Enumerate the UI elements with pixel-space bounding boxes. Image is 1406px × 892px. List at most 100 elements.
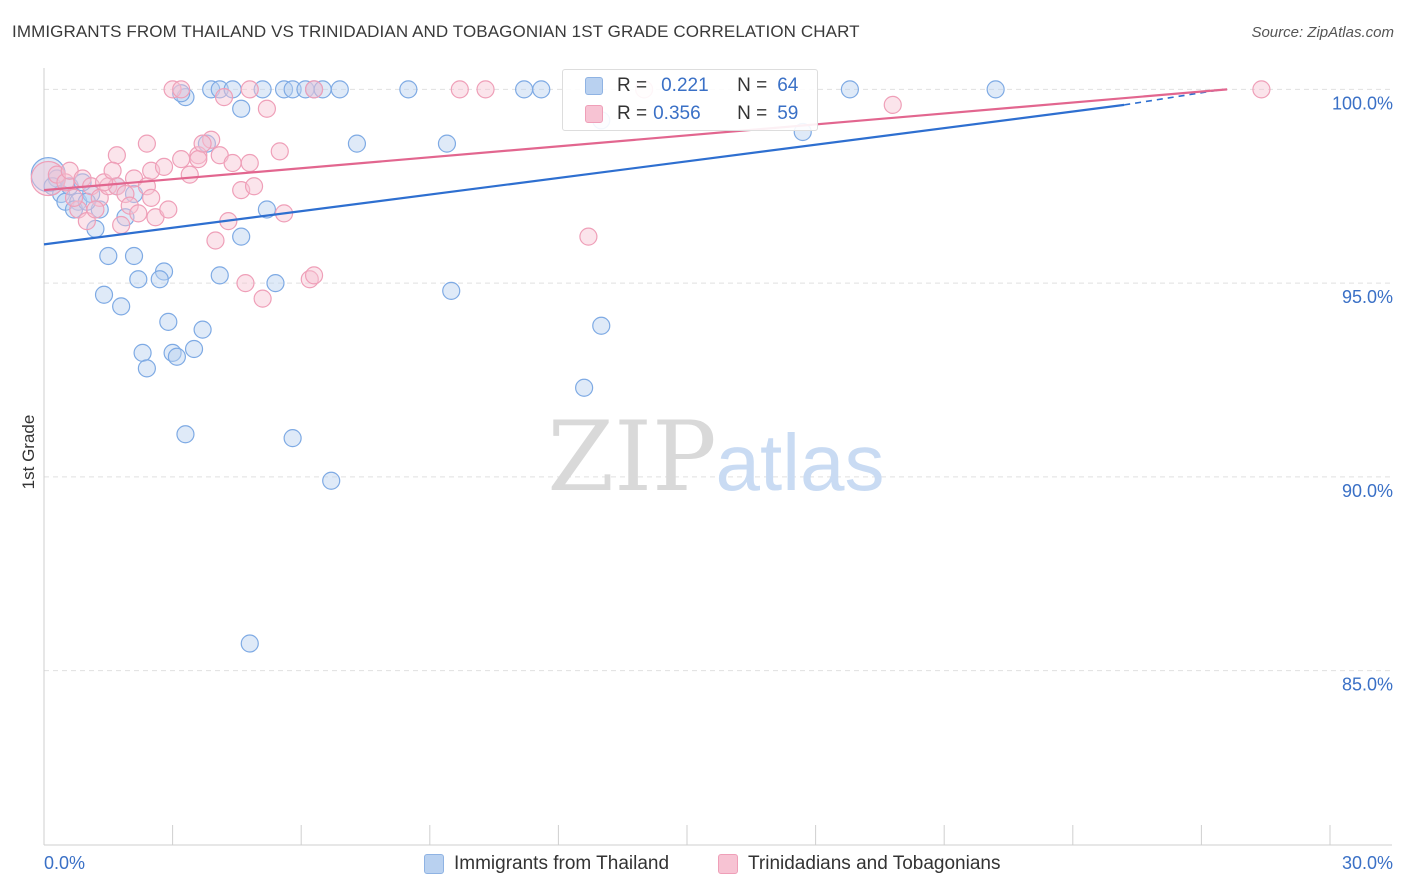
blue-swatch bbox=[424, 854, 444, 874]
trinidad-point bbox=[116, 184, 135, 204]
trinidad-point bbox=[304, 266, 324, 285]
thailand-point bbox=[575, 378, 594, 397]
thailand-trend-line bbox=[43, 103, 1125, 246]
x-tick-label: 30.0% bbox=[1342, 853, 1393, 873]
y-tick-label: 90.0% bbox=[1342, 481, 1393, 501]
trinidad-point bbox=[476, 80, 495, 99]
r-label: R = bbox=[617, 103, 648, 124]
r-value: 0.221 bbox=[661, 75, 709, 96]
thailand-point bbox=[193, 320, 212, 339]
trinidad-point bbox=[206, 231, 225, 250]
axes bbox=[43, 68, 1392, 846]
thailand-point bbox=[112, 297, 131, 316]
x-tick-label: 0.0% bbox=[44, 853, 85, 873]
trinidad-point bbox=[189, 146, 208, 165]
trinidad-point bbox=[159, 200, 178, 219]
thailand-point bbox=[172, 84, 191, 103]
trinidad-point bbox=[172, 150, 191, 169]
thailand-point bbox=[532, 80, 551, 99]
y-tick-label: 100.0% bbox=[1332, 93, 1393, 113]
trend-lines bbox=[43, 88, 1228, 246]
watermark: ZIP atlas bbox=[547, 401, 884, 513]
pink-swatch bbox=[718, 854, 738, 874]
trinidad-point bbox=[86, 200, 105, 219]
trinidad-point bbox=[270, 142, 289, 161]
stats-row-blue: R = 0.221 N = 64 bbox=[585, 73, 798, 99]
source-label: Source: ZipAtlas.com bbox=[1251, 24, 1394, 41]
trinidad-point bbox=[257, 99, 277, 118]
legend-label-trinidad: Trinidadians and Tobagonians bbox=[748, 853, 1001, 874]
thailand-point bbox=[515, 80, 534, 99]
thailand-point bbox=[347, 134, 367, 153]
thailand-point bbox=[253, 80, 272, 99]
gridlines bbox=[44, 88, 1392, 672]
n-value: 59 bbox=[777, 103, 799, 124]
thailand-point bbox=[330, 80, 349, 99]
trinidad-point bbox=[253, 289, 272, 308]
thailand-point bbox=[840, 80, 859, 99]
thailand-point bbox=[322, 471, 341, 490]
legend-item-thailand[interactable]: Immigrants from Thailand bbox=[424, 852, 669, 876]
trinidad-point bbox=[240, 80, 259, 99]
y-tick-label: 85.0% bbox=[1342, 675, 1393, 695]
thailand-point bbox=[124, 246, 144, 266]
trinidad-point bbox=[129, 204, 148, 223]
tick-labels: 85.0% 90.0% 95.0% 100.0% 0.0% 30.0% bbox=[44, 93, 1393, 873]
thailand-point bbox=[150, 270, 169, 289]
pink-swatch bbox=[585, 105, 603, 123]
chart-title: IMMIGRANTS FROM THAILAND VS TRINIDADIAN … bbox=[12, 22, 860, 41]
trinidad-point bbox=[112, 215, 131, 235]
thailand-trend-extension bbox=[1124, 88, 1223, 106]
trinidad-point bbox=[240, 153, 259, 173]
trinidad-point bbox=[202, 130, 221, 149]
trinidad-point bbox=[64, 188, 84, 207]
trinidad-point bbox=[214, 88, 234, 107]
trinidad-point bbox=[172, 80, 191, 99]
thailand-point bbox=[184, 339, 204, 359]
thailand-point bbox=[442, 281, 461, 300]
trinidad-point bbox=[103, 161, 122, 180]
legend-item-trinidad[interactable]: Trinidadians and Tobagonians bbox=[718, 852, 1000, 876]
thailand-point bbox=[257, 200, 277, 219]
thailand-point bbox=[232, 227, 251, 246]
trinidad-point bbox=[579, 227, 598, 246]
n-value: 64 bbox=[777, 75, 799, 96]
trinidad-point bbox=[193, 134, 212, 153]
thailand-point bbox=[99, 246, 118, 266]
thailand-point bbox=[266, 274, 285, 293]
trinidad-point bbox=[107, 146, 126, 165]
n-label: N = bbox=[737, 75, 768, 96]
thailand-point bbox=[176, 425, 195, 444]
trinidad-point bbox=[180, 165, 199, 184]
thailand-point bbox=[986, 80, 1005, 99]
trinidad-point bbox=[56, 173, 75, 192]
trinidad-point bbox=[154, 157, 174, 176]
trinidad-point bbox=[236, 274, 255, 293]
blue-swatch bbox=[585, 77, 603, 95]
stats-row-pink: R = 0.356 N = 59 bbox=[585, 101, 798, 127]
trinidad-point bbox=[304, 80, 324, 99]
trinidad-trend-line bbox=[43, 88, 1228, 192]
thailand-point bbox=[94, 285, 114, 304]
r-label: R = bbox=[617, 75, 648, 96]
watermark-zip: ZIP bbox=[547, 401, 716, 513]
y-axis-label: 1st Grade bbox=[19, 414, 38, 490]
y-tick-label: 95.0% bbox=[1342, 287, 1393, 307]
watermark-atlas: atlas bbox=[716, 418, 885, 507]
thailand-point bbox=[399, 80, 418, 99]
trinidad-point bbox=[137, 134, 156, 153]
thailand-point bbox=[283, 429, 302, 448]
thailand-point bbox=[137, 359, 156, 378]
trinidad-point bbox=[1252, 80, 1271, 99]
thailand-point bbox=[592, 316, 611, 335]
r-value: 0.356 bbox=[653, 103, 701, 124]
thailand-point bbox=[210, 266, 229, 285]
stats-legend: R = 0.221 N = 64 R = 0.356 N = 59 bbox=[562, 69, 818, 131]
trinidad-point bbox=[142, 188, 161, 207]
trinidad-point bbox=[450, 80, 469, 99]
thailand-point bbox=[159, 312, 178, 331]
thailand-point bbox=[232, 99, 251, 118]
trinidad-point bbox=[883, 95, 902, 114]
thailand-point bbox=[167, 347, 186, 366]
